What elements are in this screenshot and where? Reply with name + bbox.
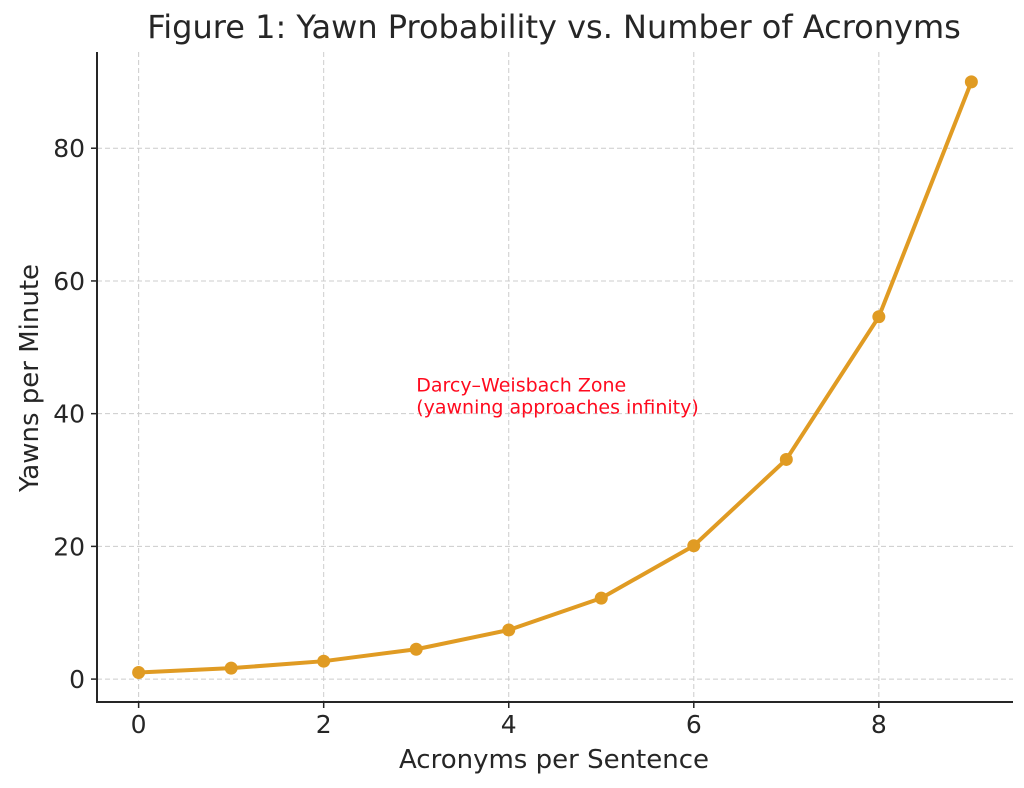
x-tick-label: 4 (501, 710, 517, 739)
y-tick-label: 20 (53, 532, 85, 561)
y-tick-label: 40 (53, 400, 85, 429)
x-axis-label: Acronyms per Sentence (399, 745, 709, 775)
x-tick-label: 8 (871, 710, 887, 739)
y-axis-label: Yawns per Minute (15, 264, 45, 493)
chart-title: Figure 1: Yawn Probability vs. Number of… (147, 8, 961, 46)
annotation-group: Darcy–Weisbach Zone (yawning approaches i… (416, 375, 699, 419)
data-point (594, 591, 608, 605)
y-tick-label: 60 (53, 267, 85, 296)
annotation-line: (yawning approaches infinity) (416, 397, 699, 419)
series-group (132, 75, 978, 679)
series-line (136, 79, 974, 675)
y-tick-label: 80 (53, 134, 85, 163)
annotation-line: Darcy–Weisbach Zone (416, 375, 626, 397)
data-point (317, 654, 331, 668)
data-point (502, 623, 516, 637)
data-point (964, 75, 978, 89)
x-tick-label: 6 (686, 710, 702, 739)
data-point (687, 539, 701, 553)
x-tick-label: 0 (131, 710, 147, 739)
grid (97, 52, 1013, 702)
annotation-text: Darcy–Weisbach Zone (yawning approaches i… (416, 375, 699, 419)
data-point (224, 661, 238, 675)
data-point (872, 310, 886, 324)
data-point (779, 452, 793, 466)
data-point (132, 665, 146, 679)
y-tick-label: 0 (69, 665, 85, 694)
data-point (409, 642, 423, 656)
x-tick-label: 2 (316, 710, 332, 739)
